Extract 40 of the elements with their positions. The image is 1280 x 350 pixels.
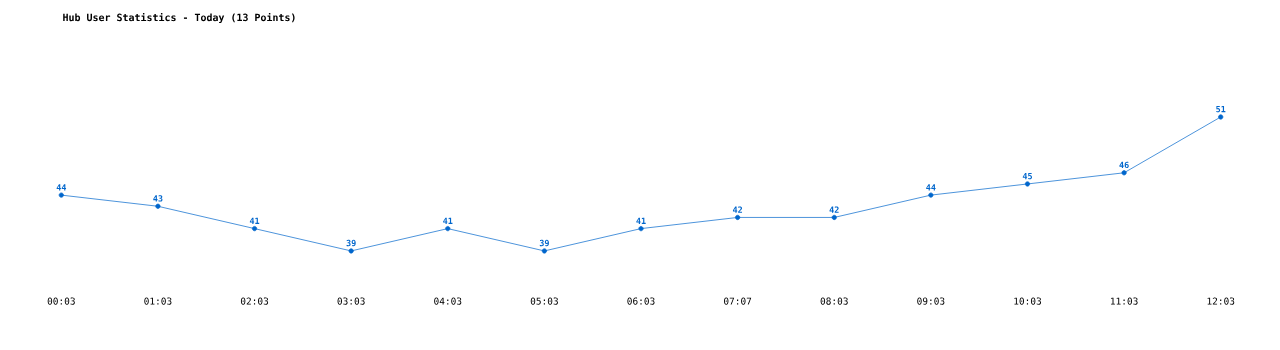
x-tick-label: 10:03	[1014, 297, 1041, 305]
point	[928, 192, 934, 198]
data-label: 44	[926, 184, 936, 191]
x-tick-label: 12:03	[1207, 297, 1235, 305]
data-label: 39	[346, 239, 356, 247]
point	[1218, 114, 1224, 120]
data-label: 41	[249, 217, 260, 224]
data-label: 42	[732, 206, 743, 213]
point	[1024, 181, 1031, 187]
data-label: 41	[636, 217, 646, 224]
x-tick-label: 08:03	[820, 297, 848, 305]
x-tick-label: 04:03	[434, 297, 462, 305]
x-tick-label: 00:03	[47, 297, 75, 305]
data-label: 39	[539, 239, 549, 247]
point	[638, 226, 644, 232]
x-tick-label: 09:03	[917, 297, 945, 305]
data-label: 44	[56, 184, 67, 191]
data-label: 45	[1022, 172, 1033, 180]
point	[251, 226, 258, 232]
data-label: 41	[443, 217, 453, 224]
x-tick-label: 03:03	[337, 297, 365, 305]
point	[348, 248, 354, 254]
x-tick-label: 01:03	[144, 297, 172, 305]
chart-title: Hub User Statistics - Today (13 Points)	[63, 12, 295, 24]
point	[831, 214, 837, 220]
point	[155, 203, 161, 209]
data-label: 46	[1119, 161, 1129, 169]
data-label: 43	[153, 195, 163, 202]
x-tick-label: 05:03	[530, 297, 558, 305]
x-tick-label: 06:03	[627, 297, 655, 305]
x-tick-label: 11:03	[1110, 297, 1138, 305]
x-tick-label: 07:07	[723, 297, 752, 305]
x-tick-label: 02:03	[240, 297, 269, 305]
point	[1121, 170, 1127, 176]
point	[735, 214, 741, 220]
data-label: 51	[1216, 106, 1226, 113]
point	[58, 192, 64, 198]
data-label: 42	[829, 206, 839, 213]
point	[445, 226, 451, 232]
point	[541, 248, 547, 254]
